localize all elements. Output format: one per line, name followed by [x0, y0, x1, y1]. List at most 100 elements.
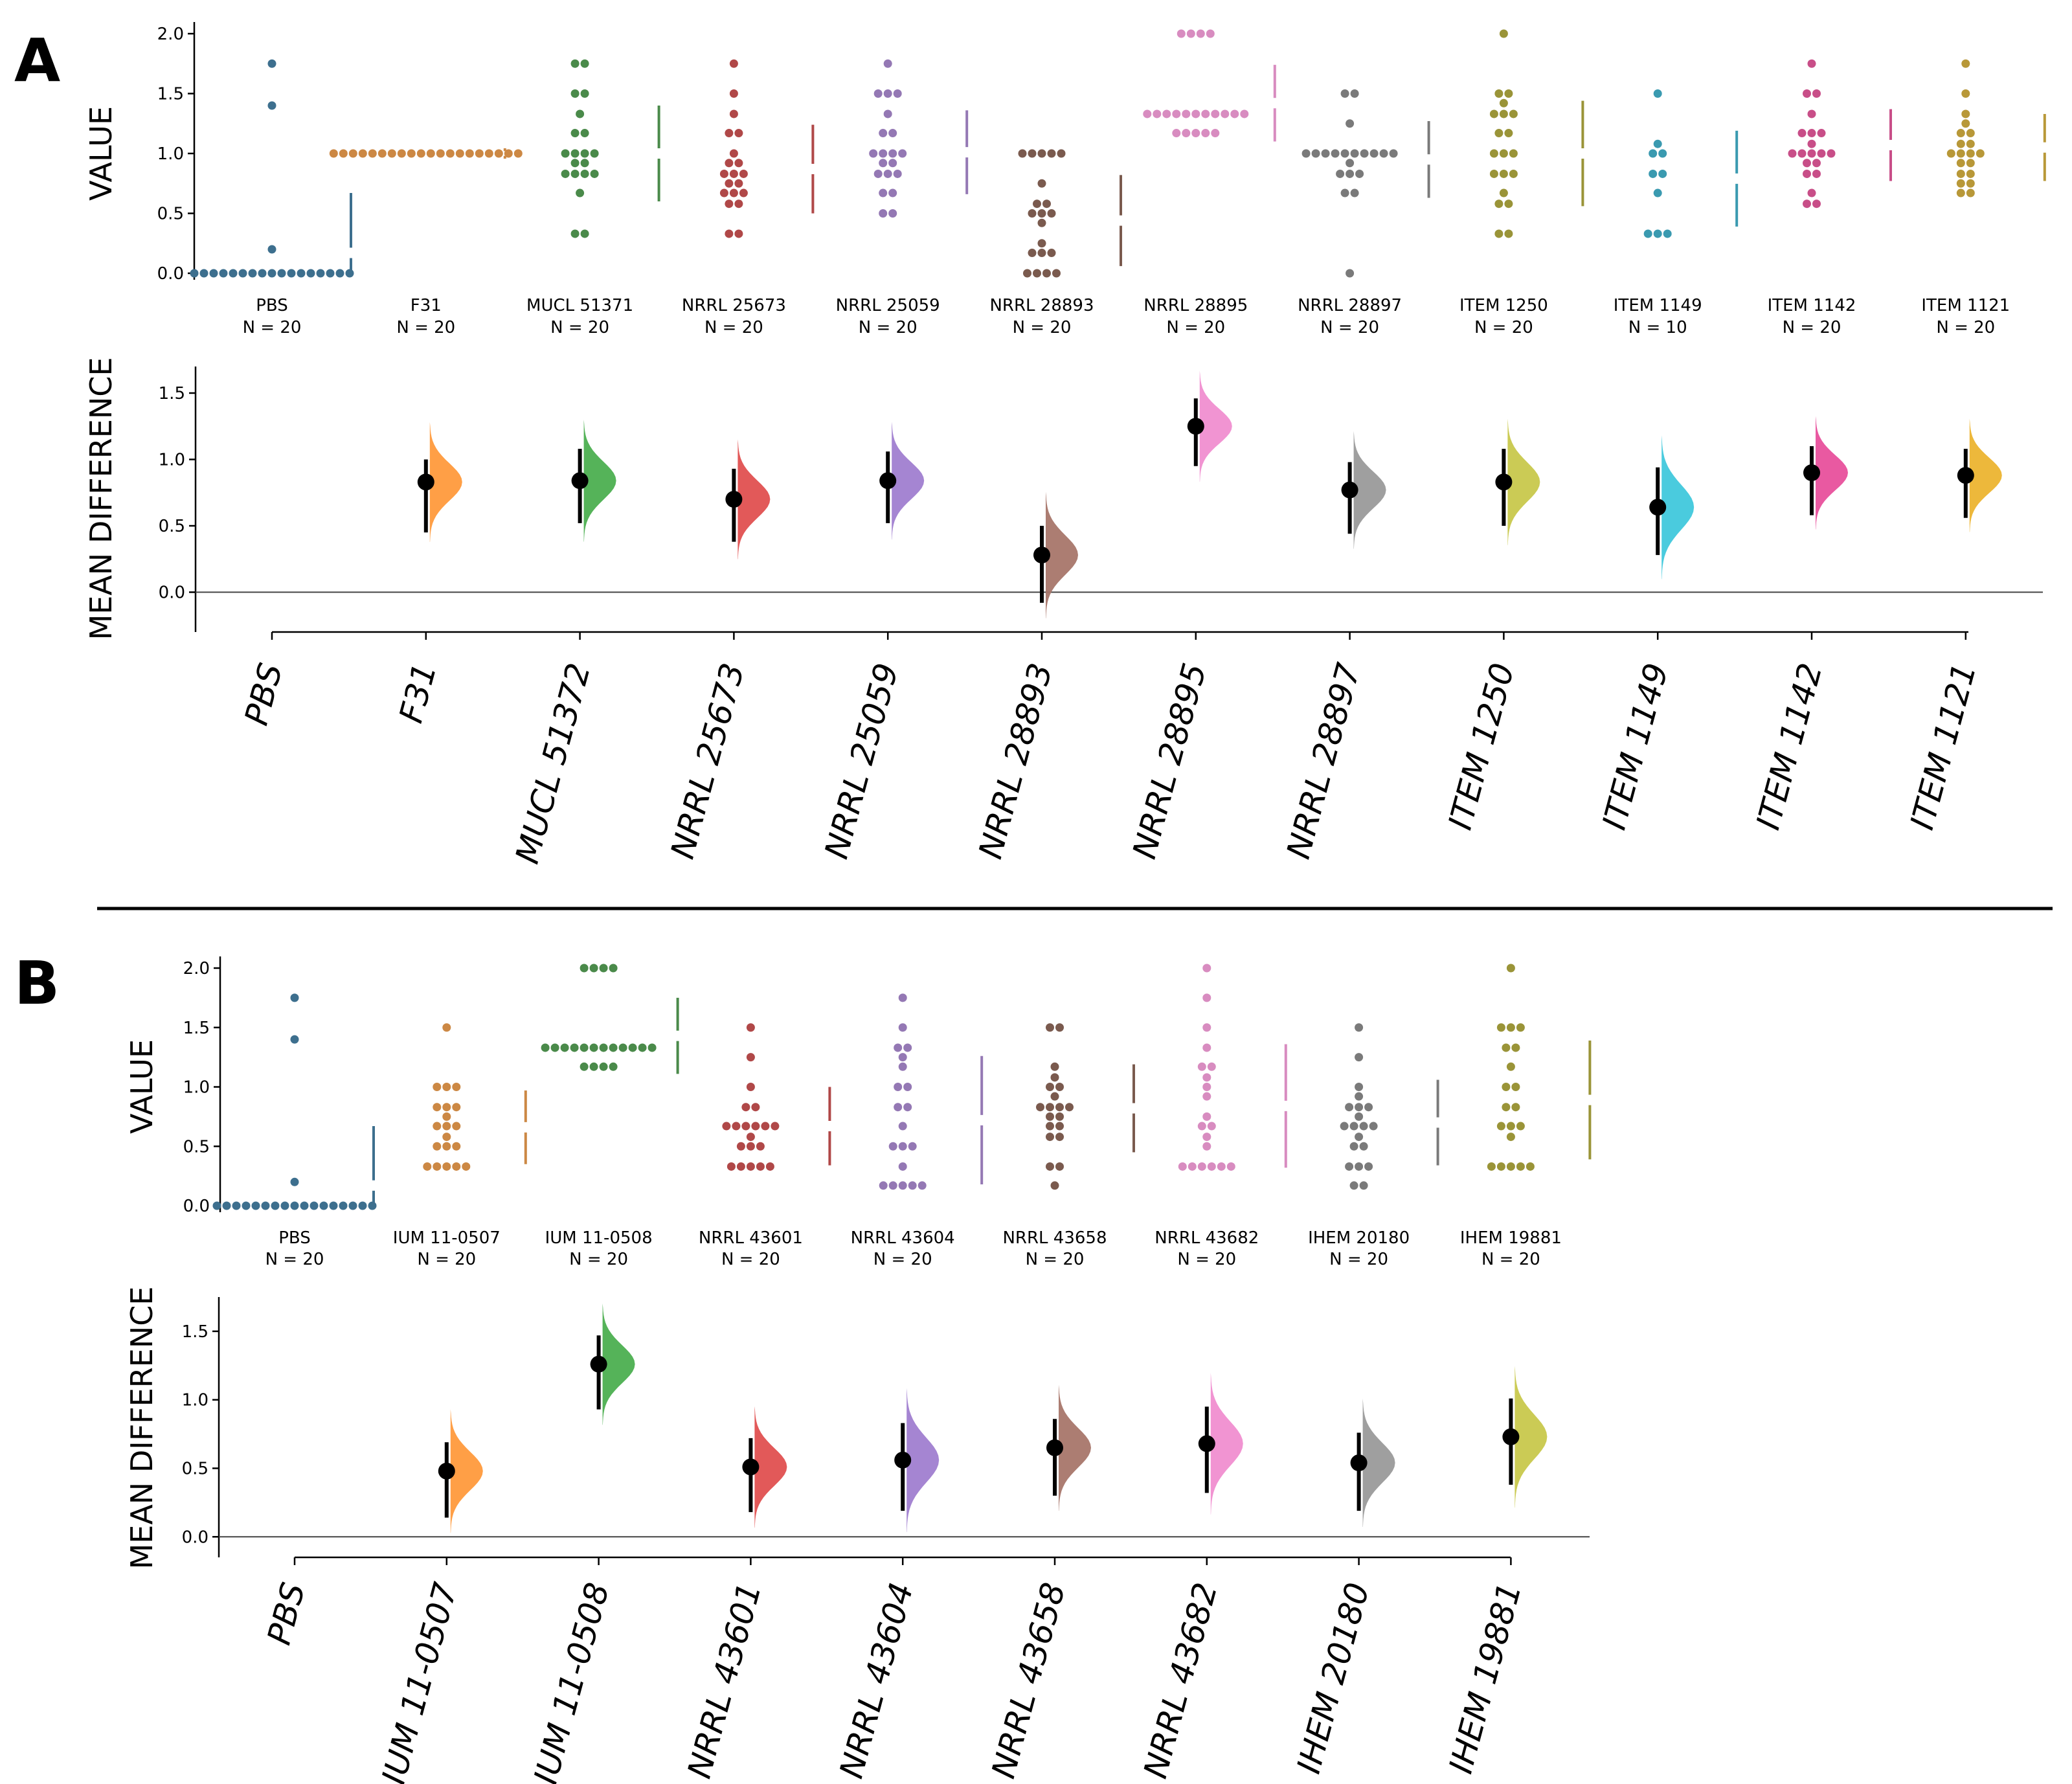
- bottom-y-tick-label: 1.0: [159, 451, 185, 470]
- group-n-label: N = 20: [1177, 1250, 1236, 1269]
- swarm-point: [436, 149, 445, 158]
- panel-letter-a: A: [14, 26, 60, 95]
- swarm-point: [1143, 109, 1152, 119]
- swarm-point: [873, 169, 883, 178]
- swarm-point: [918, 1181, 927, 1190]
- mean-diff-point: [1957, 467, 1974, 484]
- swarm-point: [326, 269, 335, 278]
- swarm-point: [1046, 1133, 1054, 1142]
- swarm-point: [589, 1043, 598, 1052]
- swarm-point: [1658, 169, 1667, 178]
- group-n-label: N = 20: [550, 318, 609, 337]
- swarm-point: [267, 101, 276, 110]
- swarm-point: [898, 993, 907, 1002]
- mean-diff-point: [725, 491, 743, 508]
- swarm-point: [329, 1201, 338, 1210]
- swarm-point: [1812, 89, 1821, 98]
- group-n-label: N = 20: [569, 1250, 628, 1269]
- swarm-point: [1494, 129, 1503, 138]
- swarm-point: [1350, 149, 1359, 158]
- swarm-point: [1511, 1043, 1520, 1052]
- bootstrap-distribution: [1969, 418, 2002, 532]
- group-n-label: N = 20: [1013, 318, 1072, 337]
- group-label: NRRL 43601: [699, 1228, 803, 1248]
- swarm-point: [1172, 129, 1181, 138]
- swarm-point: [873, 89, 883, 98]
- swarm-point: [894, 1043, 903, 1052]
- swarm-point: [290, 1035, 299, 1044]
- swarm-point: [219, 269, 228, 278]
- bootstrap-distribution: [1210, 1373, 1243, 1515]
- top-y-tick-label: 1.5: [183, 1019, 210, 1038]
- swarm-point: [580, 149, 589, 158]
- swarm-point: [765, 1162, 774, 1171]
- group-n-label: N = 20: [396, 318, 455, 337]
- swarm-point: [725, 129, 734, 138]
- swarm-point: [242, 1201, 251, 1210]
- swarm-point: [1349, 1142, 1358, 1151]
- group-label: NRRL 25673: [682, 296, 786, 315]
- swarm-point: [761, 1122, 770, 1131]
- swarm-point: [1201, 129, 1210, 138]
- swarm-point: [739, 188, 748, 198]
- swarm-point: [609, 1043, 618, 1052]
- swarm-point: [908, 1181, 917, 1190]
- swarm-point: [898, 1162, 907, 1171]
- swarm-point: [1355, 1162, 1364, 1171]
- swarm-point: [1489, 169, 1498, 178]
- group-n-label: N = 20: [1936, 318, 1995, 337]
- swarm-point: [1966, 169, 1975, 178]
- swarm-point: [339, 149, 348, 158]
- swarm-point: [560, 1043, 569, 1052]
- group-label: PBS: [256, 296, 288, 315]
- swarm-point: [1496, 1122, 1505, 1131]
- swarm-point: [297, 269, 306, 278]
- mean-diff-point: [1350, 1454, 1368, 1472]
- swarm-point: [561, 149, 570, 158]
- swarm-point: [1197, 1062, 1206, 1071]
- swarm-point: [722, 1122, 731, 1131]
- mean-diff-point: [1198, 1435, 1215, 1452]
- swarm-point: [1506, 1062, 1515, 1071]
- swarm-point: [609, 964, 618, 973]
- swarm-point: [1509, 169, 1518, 178]
- swarm-point: [580, 159, 589, 168]
- swarm-point: [1506, 1133, 1515, 1142]
- swarm-point: [1345, 1162, 1354, 1171]
- swarm-point: [729, 59, 738, 68]
- top-y-tick-label: 1.0: [183, 1078, 210, 1098]
- group-label: NRRL 43658: [1002, 1228, 1107, 1248]
- group-n-label: N = 20: [721, 1250, 780, 1269]
- bootstrap-distribution: [1199, 370, 1232, 482]
- swarm-point: [1340, 149, 1349, 158]
- swarm-point: [358, 149, 367, 158]
- swarm-point: [1807, 139, 1816, 148]
- swarm-point: [1202, 1133, 1211, 1142]
- panel-letter-b: B: [14, 949, 60, 1018]
- mean-diff-point: [1187, 418, 1204, 435]
- swarm-point: [898, 1023, 907, 1032]
- bootstrap-distribution: [602, 1303, 635, 1425]
- swarm-point: [1355, 1083, 1364, 1091]
- bootstrap-distribution: [1046, 491, 1078, 618]
- swarm-point: [888, 149, 897, 158]
- swarm-point: [1346, 169, 1355, 178]
- swarm-point: [504, 149, 513, 158]
- swarm-point: [452, 1142, 461, 1151]
- swarm-point: [1162, 109, 1171, 119]
- swarm-point: [1207, 1162, 1216, 1171]
- swarm-point: [1037, 209, 1046, 218]
- bootstrap-distribution: [1353, 431, 1386, 549]
- swarm-point: [741, 1122, 750, 1131]
- swarm-point: [576, 109, 585, 119]
- swarm-point: [1046, 1023, 1054, 1032]
- swarm-point: [734, 199, 743, 209]
- group-label: NRRL 25059: [836, 296, 940, 315]
- bootstrap-distribution: [1661, 435, 1695, 580]
- swarm-point: [1509, 109, 1518, 119]
- swarm-point: [725, 229, 734, 238]
- swarm-point: [1516, 1023, 1525, 1032]
- swarm-point: [756, 1162, 765, 1171]
- bottom-y-tick-label: 0.0: [159, 583, 185, 603]
- mean-diff-point: [1803, 464, 1820, 481]
